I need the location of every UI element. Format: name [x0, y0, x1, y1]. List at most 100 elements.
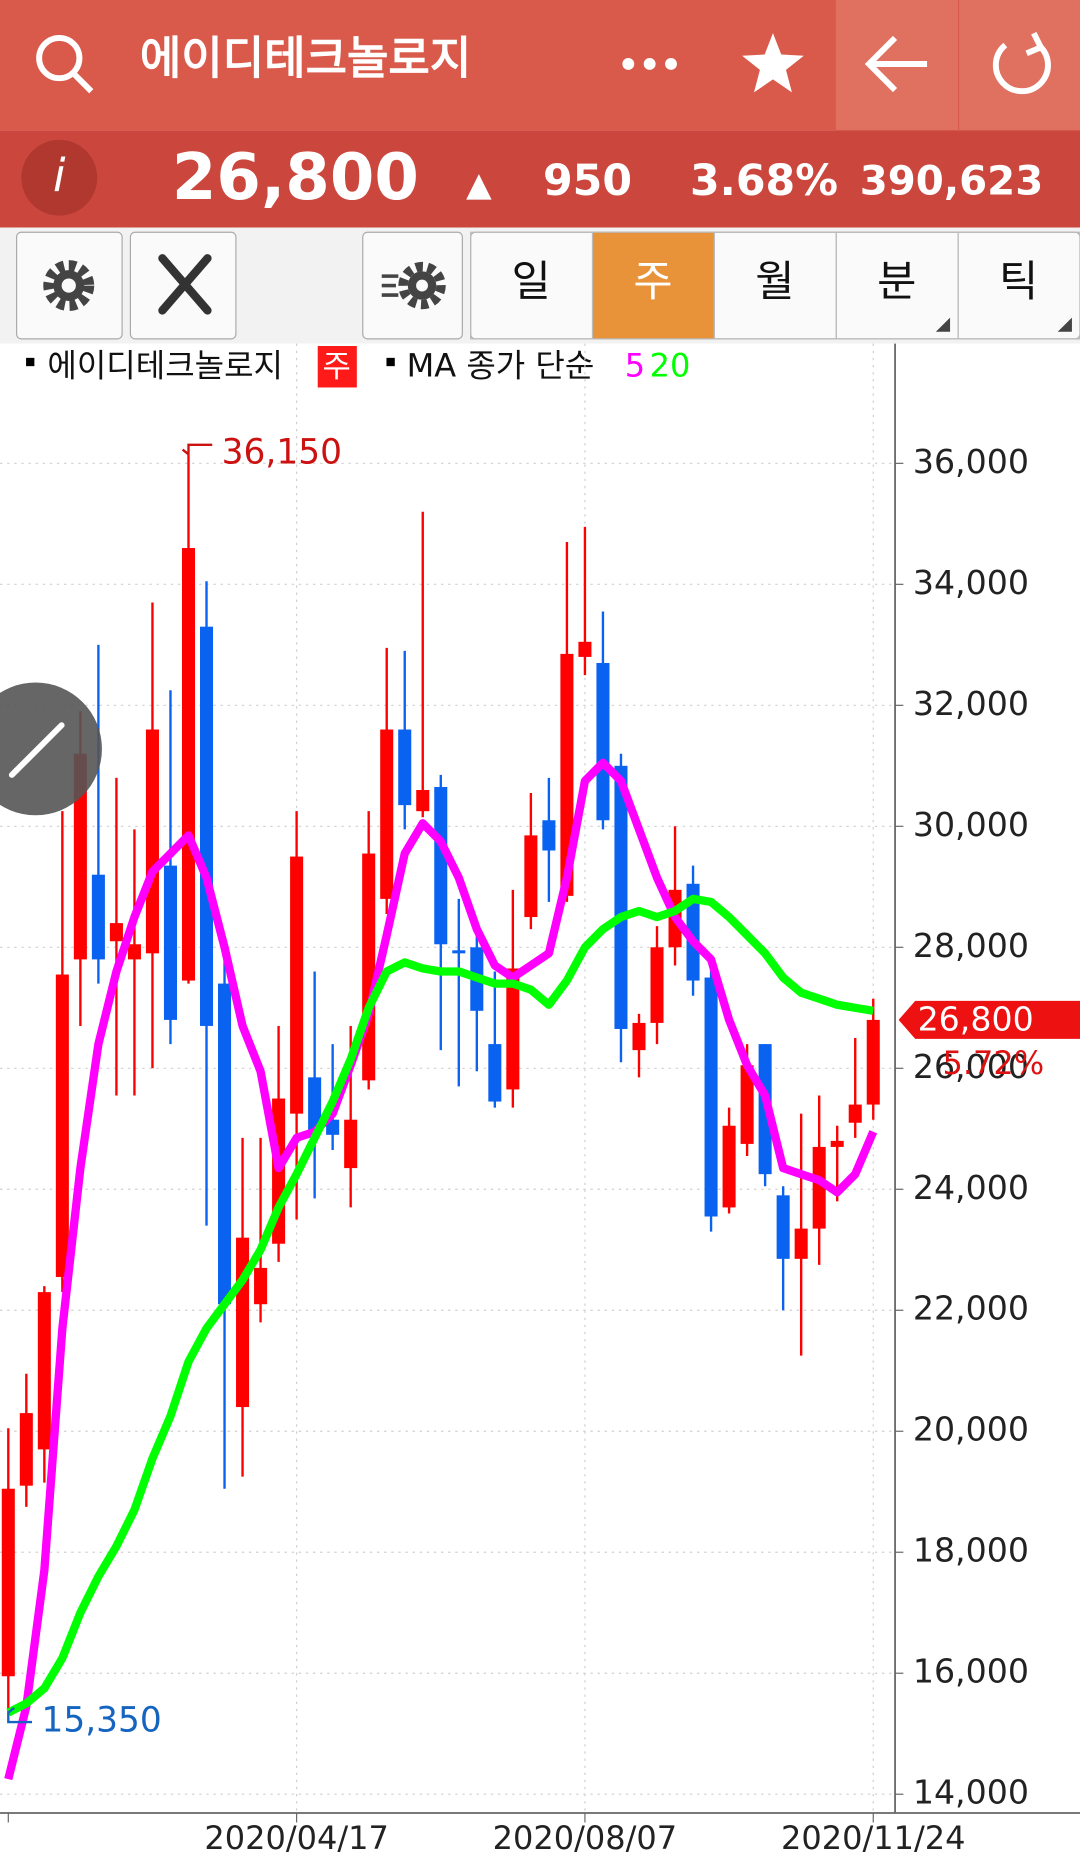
- draw-button[interactable]: [0, 682, 102, 816]
- candle-body: [848, 1104, 862, 1123]
- candle-body: [650, 947, 664, 1023]
- info-icon: i: [53, 149, 66, 202]
- candle-body: [1, 1488, 15, 1677]
- y-tick-label: 16,000: [913, 1652, 1029, 1691]
- candle-body: [632, 1022, 646, 1051]
- stock-title: 에이디테크놀로지: [140, 32, 471, 85]
- period-label: 월: [755, 257, 794, 307]
- candle-body: [524, 835, 538, 918]
- candle-body: [73, 753, 87, 960]
- y-tick-label: 18,000: [913, 1531, 1029, 1570]
- x-tick-label: 2020/08/07: [493, 1819, 677, 1857]
- candle-body: [290, 856, 304, 1114]
- period-tab[interactable]: [591, 231, 715, 340]
- candle-body: [812, 1146, 826, 1229]
- refresh-icon[interactable]: [992, 31, 1051, 95]
- candle-body: [866, 1019, 880, 1105]
- legend-ma: MA 종가 단순: [407, 346, 595, 384]
- candle-body: [308, 1077, 322, 1132]
- candle-body: [830, 1140, 844, 1147]
- candle-body: [37, 1292, 51, 1450]
- candle-body: [218, 983, 232, 1305]
- period-label: 일: [511, 257, 550, 307]
- candle-body: [55, 974, 69, 1277]
- candle-body: [91, 874, 105, 960]
- x-tick-label: 2020/11/24: [781, 1819, 965, 1857]
- y-tick-label: 28,000: [913, 926, 1029, 965]
- y-tick-label: 36,000: [913, 442, 1029, 481]
- legend-period: 주: [323, 349, 351, 385]
- period-label: 틱: [999, 257, 1038, 307]
- more-icon[interactable]: [622, 58, 677, 70]
- candle-body: [794, 1228, 808, 1259]
- candle-body: [380, 729, 394, 899]
- legend-marker: [386, 357, 395, 367]
- candle-body: [560, 653, 574, 896]
- dropdown-corner: [935, 317, 951, 332]
- ma-line: [4, 758, 878, 1781]
- candle-body: [236, 1237, 250, 1408]
- candle-body: [542, 820, 556, 851]
- period-badge: [317, 346, 357, 388]
- candle-body: [614, 765, 628, 1029]
- candle-body: [199, 626, 214, 1026]
- candle-body: [181, 548, 196, 981]
- legend-marker: [26, 357, 35, 367]
- candle-body: [596, 662, 610, 821]
- last-percent-label: 5.72%: [942, 1044, 1044, 1082]
- candle-body: [740, 1065, 754, 1144]
- tools-icon: [158, 254, 212, 315]
- y-tick-label: 30,000: [913, 805, 1029, 844]
- price-change: 950: [543, 156, 632, 206]
- candle-body: [109, 923, 123, 942]
- candle-body: [398, 729, 412, 806]
- last-price-label: 26,800: [918, 1000, 1034, 1039]
- y-tick-label: 22,000: [913, 1289, 1029, 1328]
- current-price: 26,800: [172, 141, 419, 215]
- y-tick-label: 32,000: [913, 684, 1029, 723]
- chart-area: [0, 343, 1080, 1858]
- candle-body: [776, 1195, 790, 1259]
- legend-stock: 에이디테크놀로지: [47, 346, 283, 384]
- candle-body: [127, 944, 141, 960]
- period-tab[interactable]: [957, 231, 1080, 340]
- candle-body: [434, 786, 448, 945]
- candle-body: [145, 729, 159, 954]
- search-icon[interactable]: [36, 34, 94, 94]
- candle-body: [704, 977, 718, 1217]
- period-label: 분: [877, 257, 916, 307]
- candle-body: [452, 950, 466, 954]
- candle-body: [163, 865, 177, 1020]
- refresh-button-bg[interactable]: [959, 0, 1080, 131]
- candle-body: [254, 1267, 268, 1305]
- ma-line: [6, 894, 874, 1717]
- period-label: 주: [633, 257, 672, 307]
- legend-ma5: 5: [625, 346, 645, 384]
- low-label: 15,350: [41, 1701, 161, 1741]
- candle-body: [506, 968, 520, 1090]
- y-tick-label: 34,000: [913, 563, 1029, 602]
- y-tick-label: 20,000: [913, 1410, 1029, 1449]
- candle-body: [19, 1413, 33, 1486]
- candle-body: [578, 641, 592, 657]
- candle-body: [722, 1125, 736, 1208]
- x-tick-label: 2020/04/17: [204, 1819, 388, 1857]
- change-percent: 3.68%: [690, 156, 838, 206]
- y-tick-label: 14,000: [913, 1773, 1029, 1812]
- high-label: 36,150: [222, 433, 342, 473]
- last-price-badge: [898, 1000, 1080, 1039]
- candle-body: [362, 853, 376, 1081]
- legend-ma20: 20: [650, 346, 691, 384]
- low-marker: [7, 1706, 33, 1724]
- volume: 390,623: [860, 158, 1044, 205]
- candle-body: [686, 883, 700, 981]
- back-arrow[interactable]: [864, 35, 928, 93]
- info-button[interactable]: [21, 139, 98, 216]
- favorite-star[interactable]: [742, 33, 804, 93]
- price-bar: [0, 130, 1080, 228]
- candle-body: [488, 1044, 502, 1102]
- candle-body: [326, 1119, 340, 1135]
- high-marker: [181, 443, 213, 456]
